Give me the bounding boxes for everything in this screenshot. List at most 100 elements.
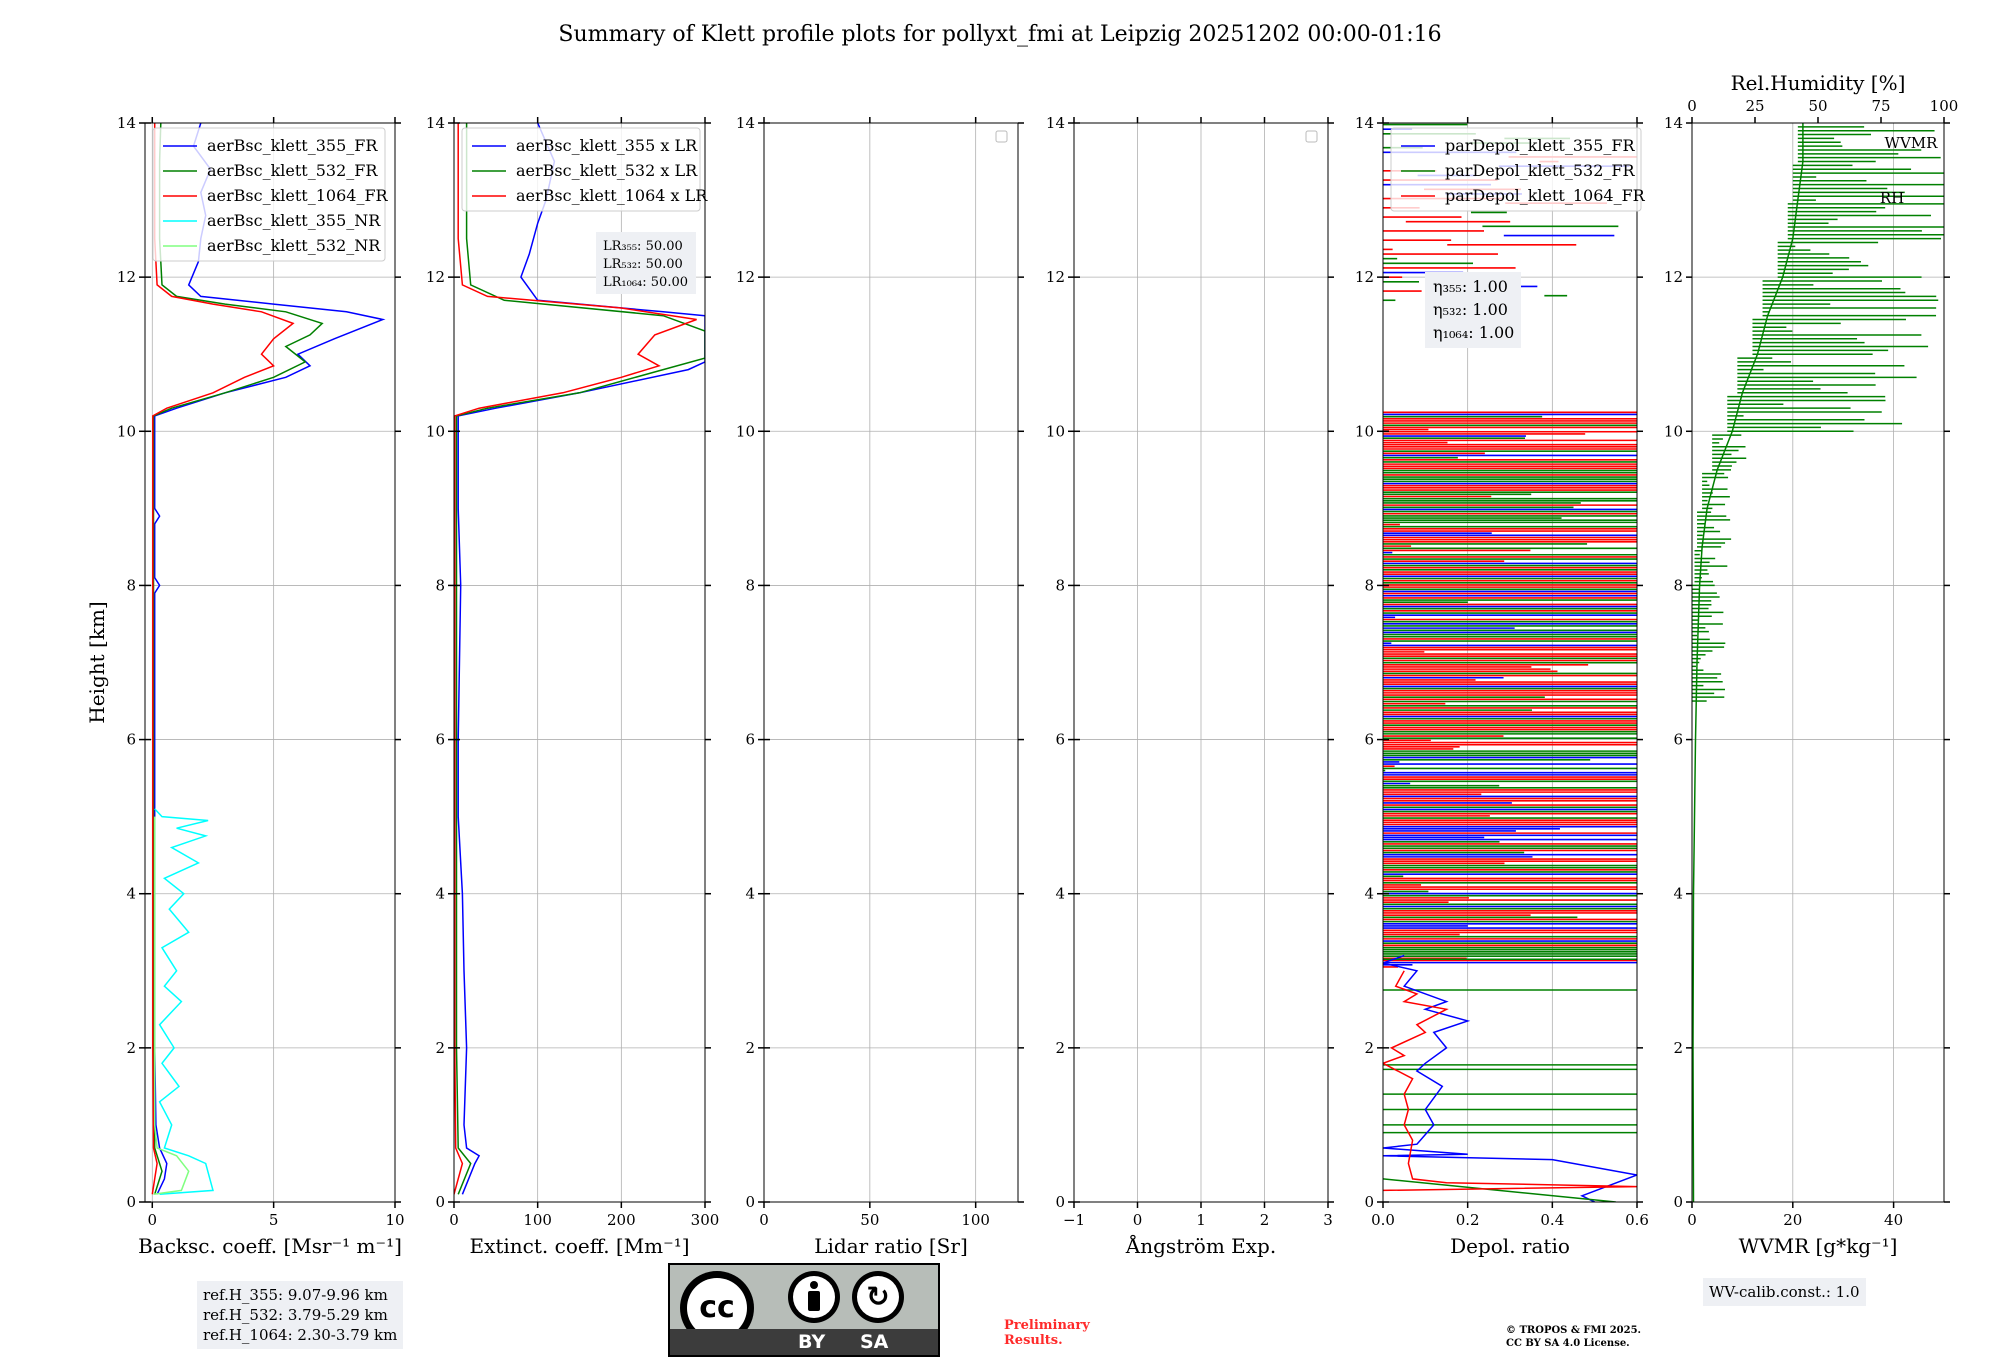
axes-frame — [763, 122, 1019, 1203]
x-tick-label: −1 — [1063, 1211, 1085, 1229]
figure-title: Summary of Klett profile plots for polly… — [558, 22, 1442, 47]
preliminary-line-1: Preliminary — [1004, 1318, 1090, 1333]
series-line-aerBsc_klett_532_FR — [152, 123, 324, 1195]
x-axis-label: WVMR [g*kg⁻¹] — [1739, 1234, 1898, 1258]
ref-height-box: ref.H_355: 9.07-9.96 km ref.H_532: 3.79-… — [197, 1281, 404, 1349]
x-tick-label: 0 — [449, 1211, 459, 1229]
license-sa-label: SA — [860, 1331, 889, 1353]
y-tick-label: 2 — [745, 1039, 755, 1057]
legend-label: aerBsc_klett_355 x LR — [516, 136, 698, 155]
eta-info-line: η₁₀₆₄: 1.00 — [1433, 323, 1514, 342]
series-line-aerBsc_klett_355 x LR — [457, 123, 705, 1195]
x-tick-label: 2 — [1260, 1211, 1270, 1229]
top-x-tick-label: 75 — [1871, 97, 1890, 115]
eta-info-line: η₅₃₂: 1.00 — [1433, 300, 1508, 319]
by-person-icon — [788, 1271, 840, 1323]
lr-info-line: LR₃₅₅: 50.00 — [603, 239, 683, 254]
y-tick-label: 12 — [1046, 268, 1065, 286]
y-tick-label: 12 — [117, 268, 136, 286]
data-layer — [1383, 123, 1637, 1202]
series-line-parDepol_klett_355_FR — [1383, 954, 1637, 1202]
panel-bsc: 0 2 4 6 8 10 12 14 0 5 10 Backsc. coeff. [Msr⁻¹ m⁻¹… — [85, 114, 405, 1258]
panel-lr: 0 2 4 6 8 10 12 14 0 50 100 Lidar ratio [Sr] — [736, 114, 1024, 1258]
x-tick-label: 1 — [1196, 1211, 1206, 1229]
top-x-tick-label: 50 — [1808, 97, 1827, 115]
legend-label: parDepol_klett_532_FR — [1445, 161, 1636, 180]
data-layer — [151, 123, 386, 1196]
legend-label: aerBsc_klett_1064_FR — [207, 186, 389, 205]
ref-height-532: ref.H_532: 3.79-5.29 km — [203, 1306, 388, 1324]
sa-share-icon: ↻ — [852, 1271, 904, 1323]
legend-label: parDepol_klett_355_FR — [1445, 136, 1636, 155]
data-layer — [454, 123, 705, 1195]
y-tick-label: 12 — [1355, 268, 1374, 286]
y-tick-label: 6 — [745, 731, 755, 749]
x-tick-label: 100 — [523, 1211, 552, 1229]
y-tick-label: 10 — [1046, 422, 1065, 440]
y-tick-label: 10 — [117, 422, 136, 440]
y-tick-label: 8 — [745, 576, 755, 594]
x-tick-label: 0.4 — [1540, 1211, 1564, 1229]
top-x-tick-label: 0 — [1687, 97, 1697, 115]
legend-box — [152, 127, 386, 262]
y-tick-label: 0 — [1673, 1193, 1683, 1211]
y-tick-label: 4 — [126, 885, 136, 903]
x-tick-label: 50 — [860, 1211, 879, 1229]
license-strip — [670, 1329, 938, 1355]
y-tick-label: 6 — [435, 731, 445, 749]
x-tick-label: 0 — [759, 1211, 769, 1229]
lr-info-box: LR₃₅₅: 50.00 LR₅₃₂: 50.00 LR₁₀₆₄: 50.00 — [596, 232, 696, 294]
top-x-tick-label: 100 — [1930, 97, 1959, 115]
x-tick-label: 0.6 — [1625, 1211, 1649, 1229]
y-tick-label: 6 — [1364, 731, 1374, 749]
y-tick-label: 2 — [1055, 1039, 1065, 1057]
y-tick-label: 14 — [1355, 114, 1374, 132]
top-x-axis-label: Rel.Humidity [%] — [1731, 71, 1906, 95]
y-tick-label: 0 — [126, 1193, 136, 1211]
y-tick-label: 10 — [1355, 422, 1374, 440]
y-tick-label: 12 — [1664, 268, 1683, 286]
x-axis-label: Ångström Exp. — [1125, 1233, 1276, 1258]
copyright-line-2: CC BY SA 4.0 License. — [1506, 1338, 1630, 1349]
series-line-WVMR — [1692, 123, 1804, 1202]
y-axis-label: Height [km] — [85, 601, 109, 723]
y-tick-label: 10 — [426, 422, 445, 440]
data-layer — [1692, 123, 1944, 1202]
x-tick-label: 0 — [1687, 1211, 1697, 1229]
lr-info-bg — [596, 232, 696, 294]
x-tick-label: 0.2 — [1456, 1211, 1480, 1229]
x-tick-label: 3 — [1323, 1211, 1333, 1229]
lr-info-line: LR₁₀₆₄: 50.00 — [603, 275, 688, 290]
x-axis-label: Backsc. coeff. [Msr⁻¹ m⁻¹] — [138, 1234, 402, 1258]
y-tick-label: 14 — [426, 114, 445, 132]
y-tick-label: 0 — [1364, 1193, 1374, 1211]
eta-info-bg — [1425, 272, 1521, 348]
legend-label: aerBsc_klett_532_FR — [207, 161, 378, 180]
empty-legend-box — [995, 130, 1008, 143]
x-axis-label: Extinct. coeff. [Mm⁻¹] — [469, 1234, 689, 1258]
y-tick-label: 0 — [745, 1193, 755, 1211]
x-tick-label: 40 — [1884, 1211, 1903, 1229]
y-tick-label: 2 — [435, 1039, 445, 1057]
axes-frame — [1691, 122, 1945, 1203]
x-tick-label: 0 — [1133, 1211, 1143, 1229]
series-line-aerBsc_klett_532 x LR — [455, 123, 705, 1195]
axes-frame — [144, 122, 396, 1203]
x-tick-label: 5 — [269, 1211, 279, 1229]
x-tick-label: 20 — [1783, 1211, 1802, 1229]
cc-license-badge: cc ↻ BY SA — [668, 1263, 940, 1357]
y-tick-label: 14 — [736, 114, 755, 132]
series-line-aerBsc_klett_355_NR — [154, 808, 214, 1196]
y-tick-label: 0 — [435, 1193, 445, 1211]
y-tick-label: 4 — [1055, 885, 1065, 903]
y-tick-label: 2 — [126, 1039, 136, 1057]
y-tick-label: 12 — [426, 268, 445, 286]
y-tick-label: 10 — [1664, 422, 1683, 440]
y-tick-label: 10 — [736, 422, 755, 440]
wv-calib-box: WV-calib.const.: 1.0 — [1703, 1278, 1866, 1306]
series-line-aerBsc_klett_355_FR — [153, 123, 386, 1195]
series-line-aerBsc_klett_532_NR — [153, 816, 190, 1196]
